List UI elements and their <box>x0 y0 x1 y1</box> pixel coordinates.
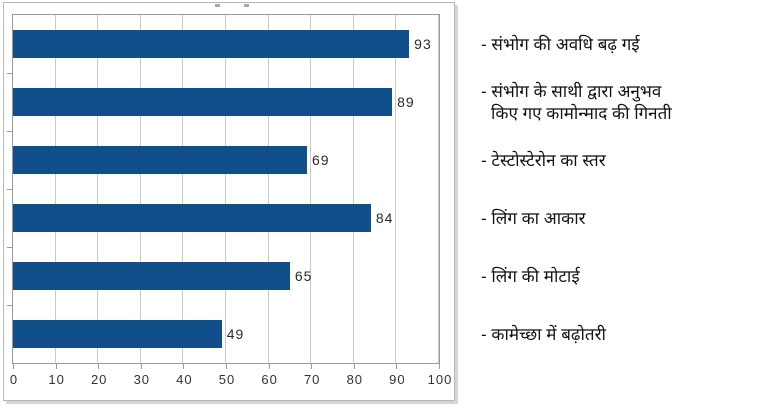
legend-item-text: - कामेच्छा में बढ़ोतरी <box>481 325 606 344</box>
x-axis-tick <box>13 364 14 369</box>
legend-item-text: - संभोग के साथी द्वारा अनुभव <box>481 82 662 101</box>
bar-chart: 93 89 69 84 65 49 0 10 20 30 40 50 60 70 80 90 100 <box>3 2 455 401</box>
x-axis-tick-label: 70 <box>303 372 321 387</box>
legend-item-text: - लिंग की मोटाई <box>481 267 580 286</box>
bar-value-label: 69 <box>311 152 330 168</box>
bar <box>13 30 410 58</box>
x-axis-tick-label: 80 <box>346 372 364 387</box>
gridline <box>182 15 184 363</box>
bar <box>13 204 371 232</box>
legend-item: - कामेच्छा में बढ़ोतरी <box>481 324 606 346</box>
bar-value-label: 65 <box>294 268 313 284</box>
x-axis-tick <box>439 364 440 369</box>
x-axis-tick-label: 0 <box>9 372 19 387</box>
gridline <box>395 15 397 363</box>
gridline <box>139 15 141 363</box>
legend-item: - लिंग का आकार <box>481 208 586 230</box>
x-axis-tick-label: 30 <box>133 372 151 387</box>
x-axis-tick <box>98 364 100 369</box>
y-axis-tick <box>7 73 13 74</box>
bar <box>13 320 222 348</box>
legend-item: - संभोग की अवधि बढ़ गई <box>481 34 640 56</box>
gridline <box>310 15 312 363</box>
x-axis-tick <box>183 364 185 369</box>
plot-area: 93 89 69 84 65 49 <box>12 14 440 364</box>
bar-value-label: 84 <box>375 210 394 226</box>
legend-item: - संभोग के साथी द्वारा अनुभव किए गए कामोन… <box>481 81 672 125</box>
gridline <box>267 15 269 363</box>
x-axis-tick <box>226 364 227 369</box>
gridline <box>97 15 99 363</box>
x-axis-tick-label: 20 <box>90 372 108 387</box>
y-axis-tick <box>7 189 13 190</box>
gridline <box>352 15 354 363</box>
bar <box>13 262 290 290</box>
x-axis-tick-label: 100 <box>427 372 453 387</box>
x-axis-tick-label: 10 <box>48 372 65 387</box>
x-axis-tick <box>268 364 270 369</box>
y-axis-tick <box>7 247 13 248</box>
legend-item-text: - संभोग की अवधि बढ़ गई <box>481 35 640 54</box>
x-axis-tick-label: 40 <box>176 372 193 387</box>
gridline <box>438 15 439 363</box>
legend-item-text: - लिंग का आकार <box>481 209 586 228</box>
legend-item-text: - टेस्टोस्टेरोन का स्तर <box>481 151 606 170</box>
clipped-title-fragment <box>244 4 249 7</box>
bar <box>13 88 393 116</box>
y-axis-tick <box>7 131 13 132</box>
gridline <box>54 15 56 363</box>
x-axis-tick <box>140 364 142 369</box>
x-axis-tick <box>311 364 313 369</box>
legend-item: - लिंग की मोटाई <box>481 266 580 288</box>
x-axis-tick-label: 90 <box>389 372 406 387</box>
legend-item: - टेस्टोस्टेरोन का स्तर <box>481 150 606 172</box>
y-axis-tick <box>7 305 13 306</box>
x-axis-tick <box>396 364 398 369</box>
bar-value-label: 93 <box>414 36 432 52</box>
gridline <box>225 15 226 363</box>
x-axis-tick-label: 50 <box>218 372 236 387</box>
x-axis-tick <box>55 364 57 369</box>
x-axis-tick <box>353 364 355 369</box>
bar-value-label: 89 <box>397 94 415 110</box>
clipped-title-fragment <box>215 4 220 7</box>
x-axis-tick-label: 60 <box>261 372 278 387</box>
bar-value-label: 49 <box>226 326 245 342</box>
bar <box>13 146 307 174</box>
legend-item-text: किए गए कामोन्माद की गिनती <box>491 104 672 123</box>
